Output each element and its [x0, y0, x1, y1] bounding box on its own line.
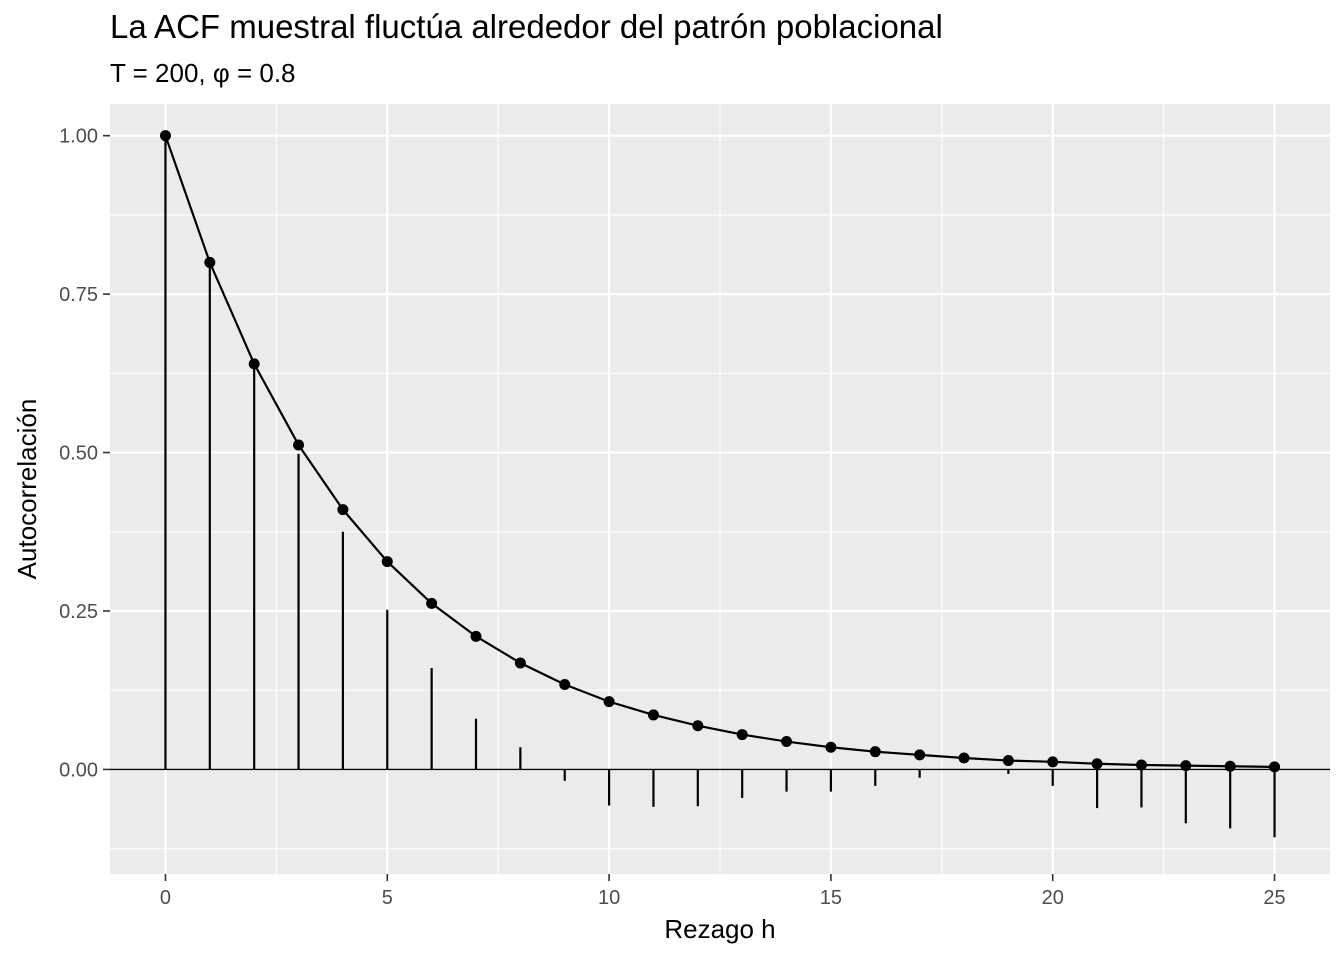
- theoretical-point: [1269, 761, 1281, 773]
- y-tick-label: 1.00: [59, 126, 98, 148]
- theoretical-acf-line: [164, 135, 1275, 768]
- y-axis-title: Autocorrelación: [12, 399, 42, 580]
- theoretical-point: [381, 556, 393, 568]
- theoretical-point: [869, 746, 881, 758]
- theoretical-point: [825, 741, 837, 753]
- theoretical-point: [426, 597, 438, 609]
- sample-acf-segments: [164, 135, 1276, 838]
- theoretical-point: [1047, 756, 1059, 768]
- theoretical-point: [603, 696, 615, 708]
- theoretical-point: [692, 720, 704, 732]
- theoretical-point: [1091, 758, 1103, 770]
- theoretical-point: [159, 130, 171, 142]
- x-axis: 0 5 10 15 20 25: [160, 874, 1286, 909]
- theoretical-point: [958, 752, 970, 764]
- y-tick-label: 0.75: [59, 284, 98, 306]
- theoretical-point: [781, 736, 793, 748]
- y-tick-label: 0.50: [59, 443, 98, 465]
- theoretical-point: [248, 358, 260, 370]
- theoretical-acf-points: [159, 130, 1281, 773]
- theoretical-point: [1002, 755, 1014, 767]
- theoretical-point: [204, 256, 216, 268]
- theoretical-point: [1180, 760, 1192, 772]
- theoretical-point: [470, 630, 482, 642]
- theoretical-point: [337, 504, 349, 516]
- theoretical-point: [914, 749, 926, 761]
- x-tick-label: 15: [820, 887, 842, 909]
- y-axis: 0.00 0.25 0.50 0.75 1.00: [59, 126, 110, 781]
- x-tick-label: 25: [1263, 887, 1285, 909]
- y-tick-label: 0.00: [59, 759, 98, 781]
- minor-gridlines: [110, 104, 1330, 874]
- x-tick-label: 5: [382, 887, 393, 909]
- theoretical-point: [1224, 760, 1236, 772]
- chart-subtitle: T = 200, φ = 0.8: [110, 58, 296, 88]
- x-tick-label: 0: [160, 887, 171, 909]
- theoretical-line: [164, 135, 1275, 768]
- x-tick-label: 10: [598, 887, 620, 909]
- x-axis-title: Rezago h: [664, 914, 775, 944]
- theoretical-point: [1135, 759, 1147, 771]
- theoretical-point: [559, 679, 571, 691]
- x-tick-label: 20: [1042, 887, 1064, 909]
- theoretical-point: [514, 657, 526, 669]
- theoretical-point: [736, 729, 748, 741]
- y-tick-label: 0.25: [59, 601, 98, 623]
- theoretical-point: [647, 709, 659, 721]
- chart-title: La ACF muestral fluctúa alrededor del pa…: [110, 8, 943, 45]
- theoretical-point: [293, 439, 305, 451]
